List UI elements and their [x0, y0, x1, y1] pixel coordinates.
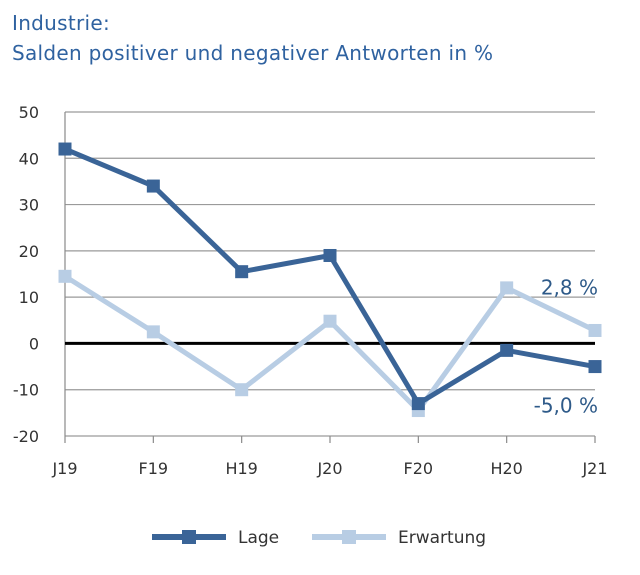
x-tick-label: F20: [404, 459, 434, 478]
data-point: [500, 281, 514, 295]
legend-item-lage: Lage: [152, 528, 279, 548]
y-tick-label: 10: [19, 288, 39, 307]
data-point: [58, 142, 72, 156]
x-tick-label: J20: [316, 459, 342, 478]
data-point: [58, 269, 72, 283]
x-tick-label: J19: [51, 459, 77, 478]
chart-title-line-2: Salden positiver und negativer Antworten…: [12, 41, 494, 65]
grid-layer: [64, 111, 595, 437]
data-point: [411, 397, 425, 411]
series-layer: [58, 142, 602, 418]
annotation-lage: -5,0 %: [534, 394, 598, 418]
data-point: [323, 314, 337, 328]
legend: Lage Erwartung: [152, 528, 486, 548]
data-point: [323, 248, 337, 262]
x-tick-label: J21: [581, 459, 607, 478]
y-tick-label: 50: [19, 103, 39, 122]
x-tick-label: H20: [490, 459, 522, 478]
y-axis-ticks: 50 40 30 20 10 0 -10 -20: [13, 103, 39, 446]
annotation-layer: 2,8 % -5,0 %: [534, 275, 598, 417]
legend-label: Lage: [238, 528, 279, 548]
data-point: [235, 383, 249, 397]
series-lage: [58, 142, 602, 411]
series-line: [64, 146, 596, 407]
chart-title: Industrie: Salden positiver und negative…: [12, 8, 493, 68]
y-tick-label: -20: [13, 427, 39, 446]
x-tick-label: F19: [139, 459, 169, 478]
data-point: [146, 179, 160, 193]
y-tick-label: 0: [29, 334, 39, 353]
data-point: [235, 265, 249, 279]
data-point: [146, 325, 160, 339]
legend-swatch-marker: [342, 530, 356, 544]
data-point: [500, 343, 514, 357]
y-tick-label: 30: [19, 196, 39, 215]
x-axis-ticks: J19 F19 H19 J20 F20 H20 J21: [51, 436, 608, 478]
data-point: [588, 360, 602, 374]
x-tick-label: H19: [225, 459, 257, 478]
legend-label: Erwartung: [398, 528, 486, 548]
data-point: [588, 323, 602, 337]
legend-item-erwartung: Erwartung: [312, 528, 486, 548]
y-tick-label: 40: [19, 149, 39, 168]
y-tick-label: 20: [19, 242, 39, 261]
annotation-erwartung: 2,8 %: [541, 275, 598, 299]
legend-swatch-marker: [182, 530, 196, 544]
chart-title-line-1: Industrie:: [12, 11, 111, 35]
y-tick-label: -10: [13, 381, 39, 400]
